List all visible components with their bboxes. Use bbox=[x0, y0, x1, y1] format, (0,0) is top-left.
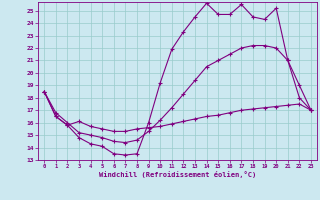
X-axis label: Windchill (Refroidissement éolien,°C): Windchill (Refroidissement éolien,°C) bbox=[99, 171, 256, 178]
